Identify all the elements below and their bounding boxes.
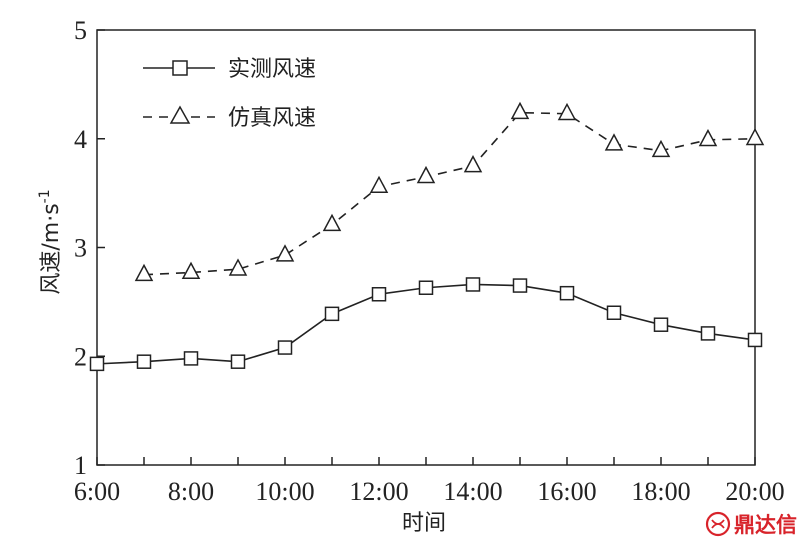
data-point-triangle: [181, 261, 201, 279]
x-axis-ticks: 6:00 8:00 10:00 12:00 14:00 16:00 18:00 20:00: [74, 457, 785, 506]
data-point-square: [89, 356, 105, 372]
data-point-square: [465, 277, 481, 292]
y-axis-label: 风速/m·s-1: [37, 189, 64, 294]
legend-entry-1: 实测风速: [143, 57, 316, 82]
data-point-triangle: [698, 128, 718, 147]
series-1: [89, 277, 763, 372]
data-point-triangle: [134, 263, 154, 282]
data-point-square: [653, 317, 669, 332]
y-tick-label: 4: [74, 125, 87, 154]
data-point-triangle: [275, 244, 295, 262]
watermark-logo-icon: [705, 511, 731, 537]
data-point-triangle: [651, 139, 671, 158]
data-point-triangle: [369, 175, 389, 194]
x-tick-label: 14:00: [443, 477, 502, 506]
data-point-square: [559, 285, 575, 301]
watermark-logo-mark: [711, 519, 725, 529]
series-layer: [89, 101, 765, 372]
data-point-square: [136, 354, 152, 369]
data-point-square: [418, 280, 434, 295]
legend-marker-triangle: [169, 105, 191, 124]
data-point-square: [371, 287, 387, 302]
x-tick-label: 10:00: [255, 477, 314, 506]
series-2: [134, 101, 765, 282]
series-line: [143, 111, 756, 276]
data-point-triangle: [228, 258, 248, 276]
data-point-square: [606, 305, 622, 320]
y-axis-ticks: 1 2 3 4 5: [74, 16, 105, 480]
x-tick-label: 12:00: [349, 477, 408, 506]
data-point-triangle: [604, 133, 624, 151]
axes: [96, 29, 756, 466]
y-tick-label: 3: [74, 234, 87, 263]
data-point-triangle: [745, 127, 765, 146]
data-point-triangle: [557, 102, 577, 121]
data-point-triangle: [510, 101, 530, 120]
watermark: 鼎达信: [705, 511, 797, 537]
x-tick-label: 20:00: [725, 477, 784, 506]
data-point-triangle: [463, 155, 483, 173]
x-tick-label: 6:00: [74, 477, 120, 506]
data-point-triangle: [322, 213, 342, 232]
y-tick-label: 1: [74, 451, 87, 480]
data-point-square: [324, 306, 340, 322]
y-tick-label: 2: [74, 342, 87, 371]
y-axis-label-main: 风速/m·s: [39, 203, 64, 294]
plot-frame: [96, 29, 756, 466]
data-point-square: [512, 278, 528, 293]
legend-entry-2: 仿真风速: [143, 105, 316, 131]
y-tick-label: 5: [74, 16, 87, 45]
x-tick-label: 18:00: [631, 477, 690, 506]
x-tick-label: 8:00: [168, 477, 214, 506]
data-point-square: [230, 354, 246, 369]
watermark-text: 鼎达信: [734, 513, 797, 537]
data-point-square: [747, 332, 763, 348]
data-point-square: [700, 326, 716, 341]
x-tick-label: 16:00: [537, 477, 596, 506]
data-point-square: [277, 340, 293, 355]
y-axis-label-superscript: -1: [37, 189, 53, 203]
x-axis-label: 时间: [402, 511, 446, 536]
legend-marker-square: [172, 60, 188, 76]
data-point-triangle: [416, 165, 436, 184]
legend-label: 实测风速: [228, 57, 316, 82]
legend-label: 仿真风速: [228, 106, 316, 131]
data-point-square: [183, 351, 199, 366]
